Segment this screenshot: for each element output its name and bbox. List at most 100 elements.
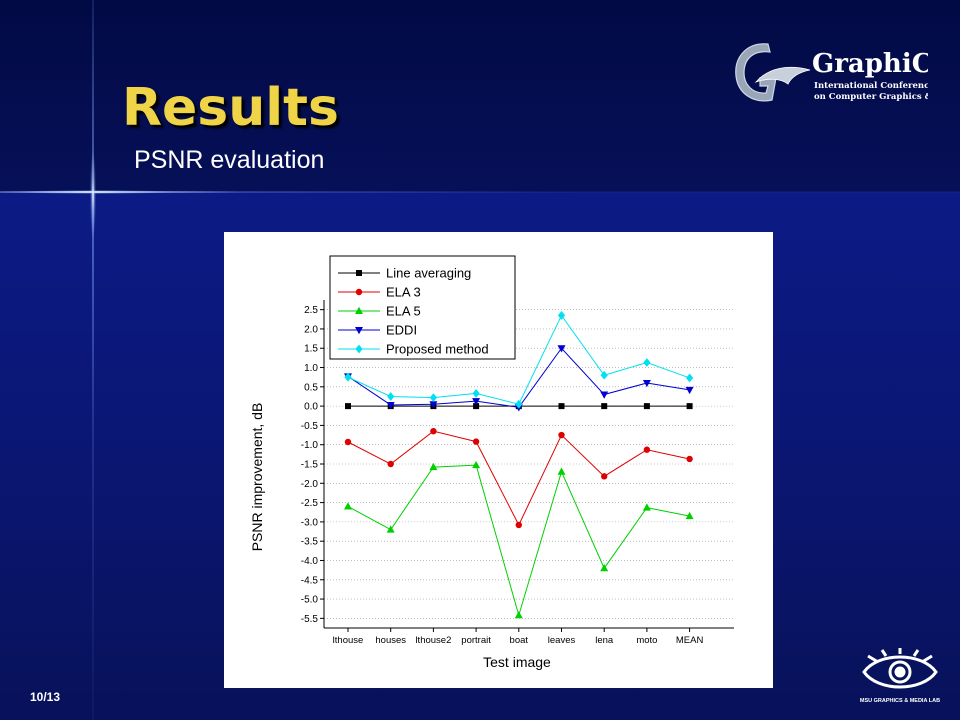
- data-point: [601, 403, 608, 410]
- legend-marker: [355, 306, 363, 314]
- data-point: [600, 370, 608, 380]
- data-point: [344, 502, 352, 510]
- x-tick-label: leaves: [548, 635, 576, 646]
- series-ela-5: [344, 460, 694, 619]
- data-point: [472, 438, 480, 445]
- y-tick-label: -5.0: [301, 595, 319, 606]
- graphicon-g-mark: [735, 43, 777, 102]
- graphicon-logo-line2: on Computer Graphics & Vision: [814, 92, 928, 102]
- y-tick-label: -1.5: [301, 460, 319, 471]
- legend-marker: [355, 327, 363, 335]
- data-point: [643, 403, 650, 410]
- data-point: [642, 379, 651, 388]
- data-point: [515, 399, 523, 409]
- data-point: [643, 446, 651, 453]
- legend-marker: [356, 270, 362, 276]
- slide-number: 10/13: [30, 690, 61, 704]
- legend-label: ELA 5: [386, 304, 421, 319]
- y-tick-label: 2.5: [304, 305, 318, 316]
- y-tick-label: 0.5: [304, 382, 318, 393]
- y-tick-label: 2.0: [304, 324, 318, 335]
- slide-subtitle: PSNR evaluation: [134, 146, 325, 174]
- header-background: [0, 0, 960, 192]
- series-line: [347, 464, 690, 618]
- x-tick-label: lthouse: [333, 635, 364, 646]
- data-point: [686, 403, 693, 410]
- data-point: [558, 403, 565, 410]
- legend-marker: [355, 288, 363, 296]
- eye-iris-icon: [888, 660, 912, 684]
- msu-logo-text: MSU GRAPHICS & MEDIA LAB: [860, 698, 940, 704]
- psnr-line-chart: 2.5 2.0 1.5 1.0 0.5 0.0 -0.5 -1.0 -1.5 -2.0 -2.5 -3…: [249, 255, 734, 670]
- series-line: [347, 430, 690, 527]
- data-point: [642, 503, 651, 511]
- y-tick-label: 0.0: [304, 402, 318, 413]
- y-tick-label: -0.5: [301, 421, 319, 432]
- y-tick-label: -4.5: [301, 575, 319, 586]
- legend-item: Proposed method: [338, 342, 489, 357]
- x-tick-label: houses: [375, 635, 406, 646]
- legend-label: Line averaging: [386, 266, 471, 281]
- data-point: [429, 393, 437, 403]
- graphicon-dolphin-mark: [754, 66, 811, 85]
- y-tick-label: -2.0: [301, 479, 319, 490]
- y-tick-label: -3.0: [301, 517, 319, 528]
- y-tick-label: -3.5: [301, 537, 319, 548]
- y-tick-label: -4.0: [301, 556, 319, 567]
- chart-legend: Line averaging ELA 3 ELA 5 EDDI Proposed met…: [329, 255, 516, 360]
- x-tick-label: lthouse2: [415, 635, 451, 646]
- vertical-accent-line: [92, 0, 94, 720]
- legend-label: EDDI: [386, 323, 417, 338]
- graphicon-logo-line1: International Conference: [814, 81, 928, 91]
- x-tick-label: MEAN: [676, 635, 704, 646]
- y-tick-label: 1.0: [304, 363, 318, 374]
- series-ela-3: [344, 428, 693, 529]
- legend-item: EDDI: [338, 323, 417, 338]
- chart-series: [344, 311, 694, 619]
- legend-label: Proposed method: [386, 342, 489, 357]
- legend-label: ELA 3: [386, 285, 421, 300]
- x-axis-label: Test image: [483, 654, 551, 670]
- data-point: [686, 373, 694, 383]
- x-tick-label: boat: [510, 635, 529, 646]
- data-point: [557, 467, 566, 475]
- msu-graphics-media-lab-logo: MSU GRAPHICS & MEDIA LAB: [860, 648, 940, 704]
- data-point: [430, 428, 437, 435]
- data-point: [515, 521, 522, 529]
- data-point: [557, 311, 566, 320]
- data-point: [558, 431, 565, 439]
- data-point: [472, 388, 480, 398]
- eye-outline-icon: [862, 655, 938, 689]
- data-point: [600, 563, 609, 572]
- data-point: [472, 398, 481, 406]
- data-point: [387, 460, 394, 468]
- data-point: [472, 460, 481, 469]
- x-tick-label: lena: [595, 635, 614, 646]
- data-point: [685, 511, 694, 520]
- data-point: [386, 525, 395, 533]
- y-tick-label: -5.5: [301, 614, 319, 625]
- graphicon-logo: GraphiCon International Conference on Co…: [735, 43, 928, 102]
- data-point: [601, 473, 608, 480]
- x-tick-label: moto: [636, 635, 657, 646]
- data-point: [557, 345, 566, 353]
- data-point: [473, 403, 480, 410]
- data-point: [429, 462, 438, 471]
- legend-marker: [355, 344, 363, 354]
- data-point: [643, 358, 651, 367]
- legend-item: ELA 3: [338, 285, 421, 300]
- x-tick-label: portrait: [461, 635, 491, 646]
- horizontal-accent-line: [0, 191, 960, 193]
- y-tick-label: -1.0: [301, 440, 319, 451]
- data-point: [345, 403, 351, 410]
- data-point: [344, 372, 352, 382]
- data-point: [514, 611, 523, 619]
- data-point: [386, 401, 395, 410]
- data-point: [685, 386, 694, 395]
- legend-item: ELA 5: [338, 304, 421, 319]
- data-point: [429, 401, 438, 409]
- slide-title: Results: [122, 78, 339, 138]
- data-point: [600, 391, 609, 399]
- data-point: [344, 438, 352, 446]
- y-axis-label: PSNR improvement, dB: [249, 403, 265, 552]
